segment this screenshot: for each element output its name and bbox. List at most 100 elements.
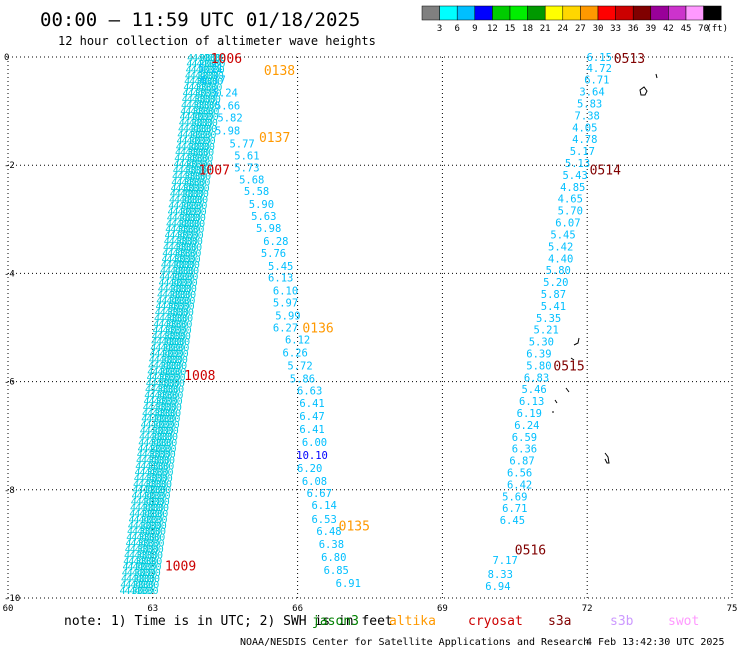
cryosat-swh-label: 4.30 — [200, 71, 224, 82]
pass-time-label: 1008 — [184, 369, 215, 384]
cryosat-swh-label: 4.30 — [194, 77, 218, 88]
colorbar-swatch — [544, 5, 564, 21]
cryosat-swh-label: 4.30 — [145, 426, 169, 437]
cryosat-swh-label: 4.30 — [183, 165, 207, 176]
cryosat-swh-label: 4.30 — [140, 467, 164, 478]
cryosat-swh-label: 4.30 — [167, 248, 191, 259]
cryosat-swh-label: 4.30 — [155, 349, 179, 360]
cryosat-swh-label: 4.30 — [144, 396, 168, 407]
cryosat-swh-label: 4.30 — [154, 355, 178, 366]
cryosat-swh-label: 4.30 — [153, 325, 177, 336]
cryosat-swh-label: 4.30 — [148, 402, 172, 413]
cryosat-swh-label: 4.30 — [168, 325, 192, 336]
cryosat-swh-label: 4.30 — [174, 272, 198, 283]
cryosat-swh-label: 4.30 — [158, 284, 182, 295]
cryosat-swh-label: 4.30 — [171, 219, 195, 230]
s3a-swh-label: 6.13 — [519, 396, 544, 408]
cryosat-swh-label: 4.30 — [125, 544, 149, 555]
s3a-swh-label: 5.41 — [541, 301, 566, 313]
cryosat-swh-label: 4.30 — [150, 343, 174, 354]
altika-swh-label: 6.28 — [263, 236, 288, 248]
altika-swh-label: 6.17 — [200, 75, 225, 87]
cryosat-track: 4.304.304.304.304.304.304.304.304.304.30… — [119, 53, 226, 597]
s3a-swh-label: 6.19 — [517, 408, 542, 420]
colorbar-label: 70 — [698, 24, 709, 34]
cryosat-swh-label: 4.30 — [160, 349, 184, 360]
cryosat-swh-label: 4.30 — [198, 83, 222, 94]
cryosat-swh-label: 4.30 — [177, 248, 201, 259]
cryosat-swh-label: 4.30 — [188, 89, 212, 100]
colorbar-label: 36 — [628, 24, 639, 34]
cryosat-swh-label: 4.30 — [156, 420, 180, 431]
cryosat-swh-label: 4.30 — [159, 390, 183, 401]
cryosat-swh-label: 4.30 — [195, 112, 219, 123]
cryosat-swh-label: 4.30 — [184, 77, 208, 88]
cryosat-swh-label: 4.30 — [186, 183, 210, 194]
cryosat-swh-label: 4.30 — [201, 65, 225, 76]
cryosat-swh-label: 4.30 — [170, 225, 194, 236]
cryosat-swh-label: 4.30 — [180, 225, 204, 236]
cryosat-swh-label: 4.30 — [121, 574, 145, 585]
cryosat-swh-label: 4.30 — [151, 420, 175, 431]
cryosat-swh-label: 4.30 — [187, 171, 211, 182]
cryosat-swh-label: 4.30 — [150, 462, 174, 473]
cryosat-swh-label: 4.30 — [182, 136, 206, 147]
cryosat-swh-label: 4.30 — [162, 254, 186, 265]
cryosat-swh-label: 4.30 — [191, 142, 215, 153]
chart-subtitle: 12 hour collection of altimeter wave hei… — [58, 34, 376, 48]
cryosat-swh-label: 4.30 — [168, 242, 192, 253]
cryosat-swh-label: 4.30 — [136, 533, 160, 544]
x-tick-label: 66 — [292, 604, 303, 614]
cryosat-swh-label: 4.30 — [189, 77, 213, 88]
cryosat-swh-label: 4.30 — [128, 556, 152, 567]
pass-time-label: 0135 — [339, 520, 370, 535]
altika-swh-label: 6.91 — [336, 578, 361, 590]
cryosat-swh-label: 4.30 — [132, 562, 156, 573]
cryosat-swh-label: 4.30 — [171, 183, 195, 194]
cryosat-swh-label: 4.30 — [177, 136, 201, 147]
time-labels: 1006 0138 0137 1007 0136 1008 0135 1009 0513 0514… — [165, 52, 645, 574]
colorbar-swatch — [703, 5, 722, 21]
cryosat-swh-label: 4.30 — [135, 539, 159, 550]
cryosat-swh-label: 4.30 — [174, 160, 198, 171]
cryosat-swh-label: 4.30 — [178, 165, 202, 176]
cryosat-swh-label: 4.30 — [192, 94, 216, 105]
cryosat-swh-label: 4.30 — [167, 254, 191, 265]
cryosat-swh-label: 4.30 — [132, 527, 156, 538]
colorbar-label: 45 — [681, 24, 692, 34]
cryosat-swh-label: 4.30 — [158, 319, 182, 330]
cryosat-swh-label: 4.30 — [144, 515, 168, 526]
cryosat-swh-label: 4.30 — [164, 278, 188, 289]
cryosat-swh-label: 4.30 — [143, 438, 167, 449]
cryosat-swh-label: 4.30 — [138, 438, 162, 449]
cryosat-swh-label: 4.30 — [151, 337, 175, 348]
x-tick-label: 63 — [147, 604, 158, 614]
cryosat-swh-label: 4.30 — [134, 586, 158, 597]
altika-swh-label: 6.41 — [299, 424, 324, 436]
cryosat-swh-label: 4.30 — [166, 260, 190, 271]
cryosat-swh-label: 4.30 — [151, 456, 175, 467]
altika-swh-label: 5.61 — [234, 150, 259, 162]
cryosat-swh-label: 4.30 — [180, 106, 204, 117]
cryosat-swh-label: 4.30 — [151, 379, 175, 390]
cryosat-swh-label: 4.30 — [140, 539, 164, 550]
cryosat-swh-label: 4.30 — [146, 379, 170, 390]
cryosat-swh-label: 4.30 — [188, 124, 212, 135]
cryosat-swh-label: 4.30 — [148, 444, 172, 455]
altika-swh-label: 5.68 — [239, 174, 264, 186]
cryosat-swh-label: 4.30 — [130, 544, 154, 555]
cryosat-swh-label: 4.30 — [177, 254, 201, 265]
cryosat-swh-label: 4.30 — [187, 94, 211, 105]
s3a-swh-label: 6.24 — [514, 420, 539, 432]
cryosat-swh-label: 4.30 — [185, 148, 209, 159]
colorbar-label: 39 — [645, 24, 656, 34]
altika-swh-label: 6.47 — [299, 411, 324, 423]
cryosat-swh-label: 4.30 — [130, 539, 154, 550]
cryosat-swh-label: 4.30 — [192, 136, 216, 147]
cryosat-swh-label: 4.30 — [185, 71, 209, 82]
cryosat-swh-label: 4.30 — [158, 361, 182, 372]
cryosat-swh-label: 4.30 — [159, 355, 183, 366]
altika-swh-label: 5.72 — [287, 360, 312, 372]
cryosat-swh-label: 4.30 — [166, 296, 190, 307]
